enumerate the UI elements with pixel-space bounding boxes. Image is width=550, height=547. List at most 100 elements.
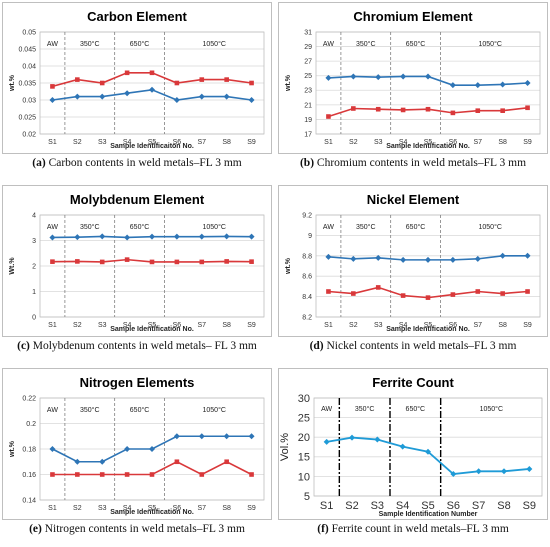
caption-f-text: Ferrite count in weld metals–FL 3 mm: [331, 523, 509, 535]
x-tick-label-e-4: S5: [148, 505, 157, 512]
y-tick-label-d-4: 9: [308, 233, 312, 240]
caption-a: (a) Carbon contents in weld metals–FL 3 …: [2, 157, 272, 169]
x-tick-label-b-1: S2: [349, 139, 358, 146]
data-point-c-1-8: [249, 259, 254, 264]
plot-area-c: [39, 214, 265, 318]
y-tick-label-d-0: 8.2: [302, 314, 312, 321]
data-point-d-1-5: [450, 292, 456, 297]
plot-area-b: [315, 31, 541, 135]
data-point-c-0-2: [99, 233, 106, 240]
x-axis-label-b: Sample Identification No.: [386, 143, 470, 150]
region-label-b-1: 350°C: [356, 40, 376, 48]
x-tick-label-d-2: S3: [374, 322, 383, 329]
data-point-d-0-2: [375, 254, 382, 261]
x-tick-label-b-0: S1: [324, 139, 333, 146]
figure-a: Carbon Element 0.02 0.025 0.03 0.035 0.04 0.04…: [2, 2, 272, 179]
x-tick-label-d-6: S7: [473, 322, 482, 329]
caption-e-text: Nitrogen contents in weld metals–FL 3 mm: [44, 523, 245, 535]
x-axis-label-d: Sample Identification No.: [386, 326, 470, 333]
x-tick-label-f-0: S1: [320, 500, 333, 512]
caption-b-label: (b): [299, 157, 315, 169]
data-point-f-0-2: [374, 436, 381, 443]
x-tick-label-d-3: S4: [399, 322, 408, 329]
y-tick-label-c-0: 0: [32, 314, 36, 321]
data-point-f-0-1: [349, 434, 355, 441]
y-tick-label-c-1: 1: [32, 289, 36, 296]
data-point-a-1-8: [249, 80, 254, 86]
data-point-d-1-1: [351, 291, 356, 296]
y-tick-label-f-5: 30: [298, 393, 310, 405]
data-point-a-1-7: [224, 77, 229, 82]
caption-b-text: Chromium contents in weld metals–FL 3 mm: [316, 157, 527, 169]
data-point-d-0-5: [449, 256, 456, 263]
data-point-a-0-7: [223, 93, 230, 100]
chart-frame-f: [278, 368, 548, 520]
figure-b: Chromium Element 17 19 21 23 25 27 29 31 S1 S2 S3 S4…: [278, 2, 548, 179]
x-tick-label-d-1: S2: [349, 322, 358, 329]
caption-d-label: (d): [309, 340, 324, 352]
region-label-a-2: 650°C: [130, 40, 150, 48]
x-tick-label-e-5: S6: [173, 505, 182, 512]
data-point-c-0-0: [49, 234, 56, 241]
x-tick-label-b-8: S9: [523, 139, 532, 146]
y-tick-label-e-1: 0.16: [22, 472, 36, 479]
y-tick-label-c-3: 3: [32, 238, 36, 245]
plot-area-d: [315, 214, 541, 318]
x-tick-label-a-1: S2: [73, 139, 82, 146]
data-point-c-1-7: [224, 259, 229, 264]
y-tick-label-b-1: 19: [304, 117, 312, 124]
data-point-e-0-8: [248, 433, 255, 440]
plot-area-f: [313, 397, 543, 497]
data-point-a-0-3: [124, 90, 131, 97]
chart-title-e: Nitrogen Elements: [80, 375, 195, 390]
chart-f: Ferrite Count 5 10 15 20 25 30 S1 S2 S3 S4 S5 S6 S7 S8…: [278, 368, 548, 520]
data-point-b-0-4: [425, 73, 431, 80]
x-tick-label-e-8: S9: [247, 505, 256, 512]
x-tick-label-b-2: S3: [374, 139, 383, 146]
chart-b: Chromium Element 17 19 21 23 25 27 29 31 S1 S2 S3 S4…: [278, 2, 548, 154]
region-label-c-3: 1050°C: [203, 223, 226, 231]
x-tick-label-b-5: S6: [449, 139, 458, 146]
chart-frame-a: [2, 2, 272, 154]
data-point-b-1-5: [450, 110, 456, 116]
chart-title-c: Molybdenum Element: [70, 192, 205, 207]
y-tick-label-f-4: 25: [298, 412, 310, 424]
region-label-c-1: 350°C: [80, 223, 100, 231]
chart-a: Carbon Element 0.02 0.025 0.03 0.035 0.04 0.04…: [2, 2, 272, 154]
chart-frame-e: [2, 368, 272, 520]
data-point-d-1-4: [425, 295, 431, 300]
x-tick-label-c-2: S3: [98, 322, 107, 329]
x-tick-label-c-0: S1: [48, 322, 57, 329]
y-tick-label-f-3: 20: [298, 432, 310, 444]
x-axis-label-a: Sample Identificaiton No.: [110, 143, 194, 150]
figure-c: Molybdenum Element 0 1 2 3 4 S1 S2 S3 S4 S5 S6 S7 S8 S…: [2, 185, 272, 362]
x-tick-label-e-6: S7: [197, 505, 206, 512]
data-point-c-1-2: [99, 259, 105, 265]
x-tick-label-a-7: S8: [222, 139, 231, 146]
region-label-b-0: AW: [323, 41, 334, 48]
caption-e: (e) Nitrogen contents in weld metals–FL …: [2, 523, 272, 535]
y-tick-label-c-2: 2: [32, 263, 36, 270]
data-point-c-0-4: [149, 233, 155, 240]
y-tick-label-c-4: 4: [32, 212, 36, 219]
chart-title-b: Chromium Element: [353, 9, 473, 24]
x-tick-label-b-6: S7: [473, 139, 482, 146]
region-label-f-1: 350°C: [355, 405, 375, 413]
caption-f-label: (f): [317, 523, 329, 535]
x-tick-label-d-8: S9: [523, 322, 532, 329]
data-point-e-1-8: [249, 472, 254, 477]
region-label-d-1: 350°C: [356, 223, 376, 231]
y-tick-label-b-7: 31: [304, 29, 312, 36]
region-label-d-0: AW: [323, 224, 334, 231]
x-tick-label-c-3: S4: [123, 322, 132, 329]
data-point-f-0-5: [450, 471, 457, 478]
data-point-a-1-1: [75, 77, 80, 82]
caption-a-text: Carbon contents in weld metals–FL 3 mm: [48, 157, 242, 169]
y-tick-label-b-6: 29: [304, 44, 312, 51]
x-tick-label-f-8: S9: [523, 500, 536, 512]
x-tick-label-c-1: S2: [73, 322, 82, 329]
data-point-c-1-5: [174, 259, 180, 265]
data-point-d-0-7: [499, 252, 506, 259]
y-tick-label-e-2: 0.18: [22, 446, 36, 453]
y-tick-label-d-1: 8.4: [302, 294, 312, 301]
